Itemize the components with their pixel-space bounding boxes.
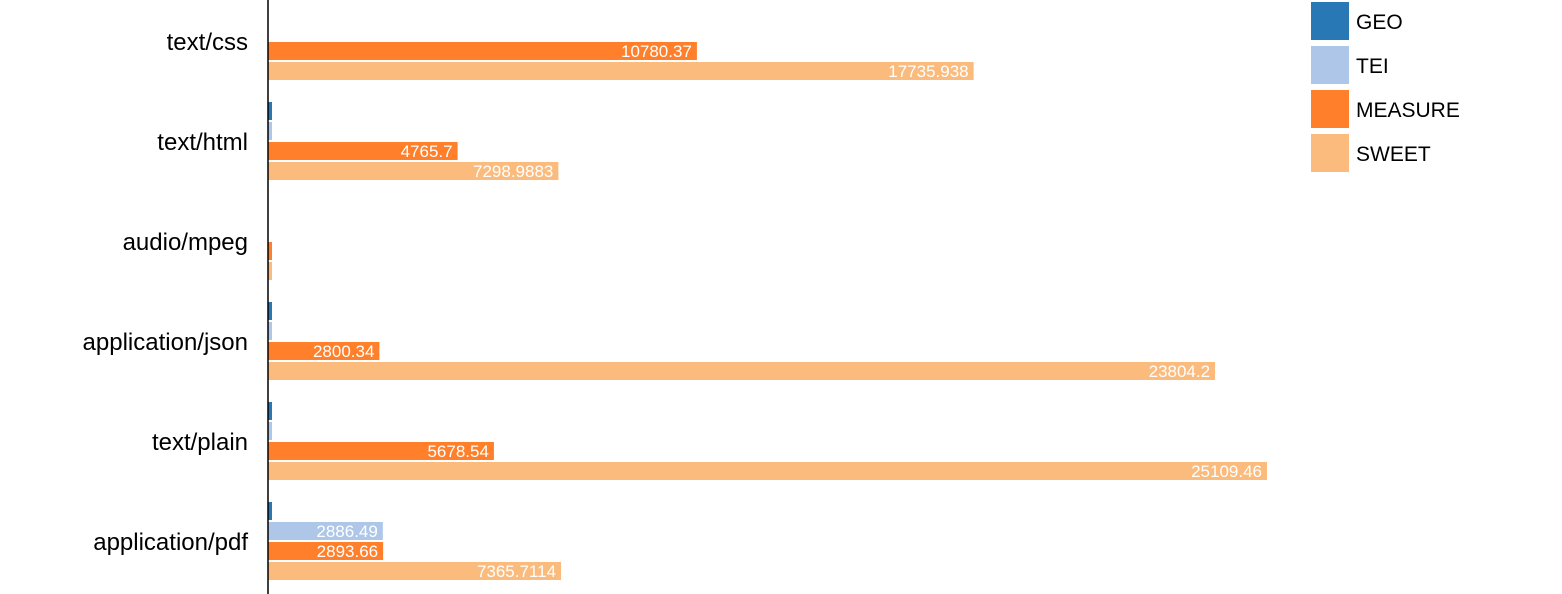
legend-swatch-tei	[1311, 46, 1349, 84]
bar-label-sweet-text-plain: 25109.46	[1191, 462, 1262, 481]
bar-label-measure-text-css: 10780.37	[621, 42, 692, 61]
legend-swatch-sweet	[1311, 134, 1349, 172]
bar-label-measure-application-json: 2800.34	[313, 342, 374, 361]
category-label-text-plain: text/plain	[152, 429, 248, 456]
category-label-application-pdf: application/pdf	[93, 529, 248, 556]
bar-measure-application-pdf	[268, 542, 384, 560]
bar-sweet-application-json	[268, 362, 1216, 380]
category-label-audio-mpeg: audio/mpeg	[123, 229, 248, 256]
bar-geo-text-html	[268, 102, 272, 120]
bar-label-sweet-text-html: 7298.9883	[473, 162, 553, 181]
legend-label-measure: MEASURE	[1356, 99, 1460, 122]
bar-label-measure-text-html: 4765.7	[401, 142, 453, 161]
bar-geo-text-plain	[268, 402, 272, 420]
bar-label-geo-text-html: 3.7888	[215, 102, 267, 121]
category-label-text-html: text/html	[157, 129, 248, 156]
legend-swatch-measure	[1311, 90, 1349, 128]
category-label-text-css: text/css	[167, 29, 248, 56]
legend: GEO TEI MEASURE SWEET	[1311, 2, 1460, 172]
legend-label-tei: TEI	[1356, 55, 1389, 78]
bar-label-measure-text-plain: 5678.54	[427, 442, 488, 461]
bar-geo-application-pdf	[268, 502, 272, 520]
category-labels: text/css text/html audio/mpeg application/j…	[83, 29, 249, 556]
bar-measure-text-css	[268, 42, 697, 60]
bar-tei-application-pdf	[268, 522, 383, 540]
bar-sweet-audio-mpeg	[268, 262, 272, 280]
bar-geo-application-json	[268, 302, 272, 320]
bar-measure-audio-mpeg	[268, 242, 272, 260]
bar-label-tei-text-plain: 3.6	[243, 422, 267, 441]
bar-label-measure-application-pdf: 2893.66	[317, 542, 378, 561]
legend-label-sweet: SWEET	[1356, 143, 1431, 166]
legend-label-geo: GEO	[1356, 11, 1403, 34]
bar-tei-text-plain	[268, 422, 272, 440]
bar-measure-application-json	[268, 342, 380, 360]
bar-measure-text-html	[268, 142, 458, 160]
bar-sweet-text-plain	[268, 462, 1267, 480]
bar-label-geo-text-plain: 3.6	[243, 402, 267, 421]
bar-tei-application-json	[268, 322, 272, 340]
bar-sweet-text-css	[268, 62, 974, 80]
legend-swatch-geo	[1311, 2, 1349, 40]
bar-sweet-text-html	[268, 162, 559, 180]
bar-measure-text-plain	[268, 442, 494, 460]
bar-label-tei-text-html: 3.7888	[215, 122, 267, 141]
bar-label-sweet-application-json: 23804.2	[1149, 362, 1210, 381]
bar-label-sweet-application-pdf: 7365.7114	[477, 562, 556, 581]
bar-label-sweet-text-css: 17735.938	[888, 62, 968, 81]
bar-sweet-application-pdf	[268, 562, 562, 580]
bar-label-tei-application-pdf: 2886.49	[316, 522, 377, 541]
bar-tei-text-html	[268, 122, 272, 140]
category-label-application-json: application/json	[83, 329, 248, 356]
